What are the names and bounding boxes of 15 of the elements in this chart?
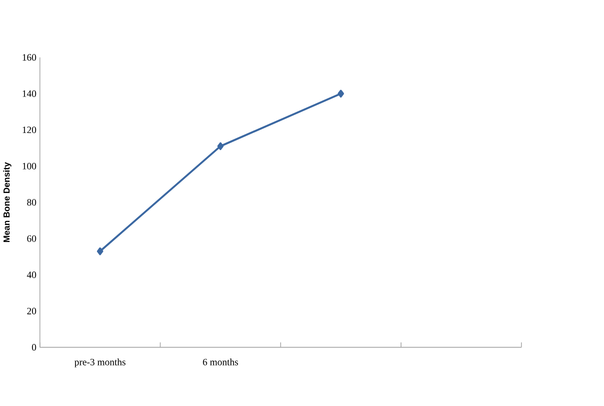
y-axis-title: Mean Bone Density [3, 162, 12, 242]
point [217, 142, 224, 150]
y-tick-label: 140 [22, 90, 36, 98]
y-tick-label: 40 [26, 272, 36, 278]
x-tick-label: 6 months [202, 358, 238, 366]
y-tick-label: 60 [27, 235, 36, 242]
y-tick-label: 80 [27, 199, 36, 206]
y-tick-label: 0 [32, 344, 36, 351]
y-tick-label: 100 [22, 162, 36, 170]
point [96, 248, 104, 256]
x-tick-label: pre-3 months [74, 358, 126, 368]
y-tick-label: 20 [27, 308, 36, 314]
point [338, 90, 344, 98]
y-tick-label: 160 [22, 54, 36, 61]
y-tick-label: 120 [22, 126, 36, 134]
